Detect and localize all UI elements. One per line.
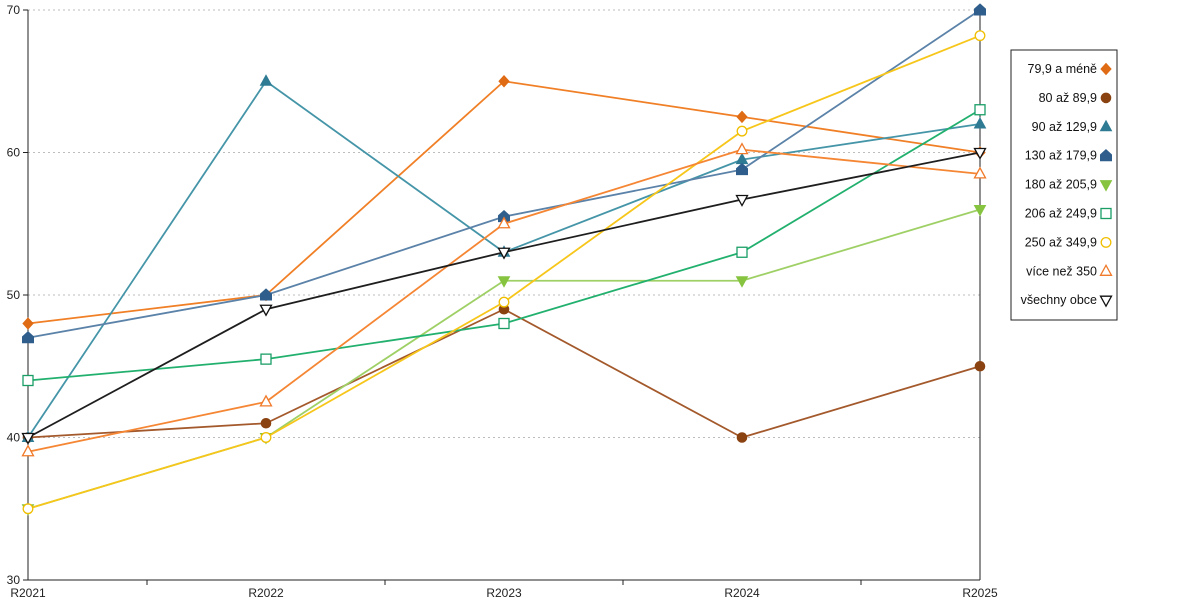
- x-tick-label: R2024: [724, 586, 760, 600]
- data-point: [21, 432, 35, 445]
- series-6: [22, 104, 986, 387]
- legend-entry: 130 až 179,9: [1025, 149, 1112, 163]
- series-line-4: [27, 9, 981, 339]
- legend-marker: [1100, 62, 1112, 76]
- data-point: [498, 75, 510, 88]
- y-tick-label: 50: [7, 288, 21, 302]
- legend-label: 130 až 179,9: [1025, 149, 1097, 163]
- data-point: [259, 304, 273, 317]
- data-point: [21, 444, 35, 457]
- legend-entry: více než 350: [1026, 263, 1113, 278]
- data-point: [974, 360, 986, 372]
- legend-marker: [1100, 92, 1112, 104]
- x-tick-label: R2021: [10, 586, 46, 600]
- data-point: [259, 74, 273, 86]
- data-point: [974, 3, 986, 16]
- legend-label: 206 až 249,9: [1025, 207, 1097, 221]
- legend-marker: [1100, 149, 1112, 162]
- legend-entry: 180 až 205,9: [1025, 178, 1113, 192]
- legend-marker: [1100, 207, 1112, 220]
- data-point: [973, 147, 987, 160]
- data-point: [735, 194, 749, 207]
- x-tick-label: R2023: [486, 586, 522, 600]
- series-4: [22, 3, 986, 344]
- legend-entry: 250 až 349,9: [1025, 235, 1112, 249]
- legend-entry: 80 až 89,9: [1039, 91, 1112, 105]
- data-point: [736, 162, 748, 176]
- series-line-6: [27, 108, 981, 382]
- legend-label: 90 až 129,9: [1032, 120, 1097, 134]
- series-8: [21, 142, 987, 457]
- legend-entry: 90 až 129,9: [1032, 119, 1113, 134]
- x-tick-label: R2022: [248, 586, 284, 600]
- y-tick-label: 40: [7, 431, 21, 445]
- series-group: [21, 3, 987, 516]
- data-point: [497, 247, 511, 260]
- data-point: [498, 296, 510, 308]
- axes: 30 40 50 60 70 R2021 R2022 R2023 R2024 R2025: [7, 3, 998, 600]
- legend-label: 79,9 a méně: [1028, 62, 1098, 76]
- legend-label: 80 až 89,9: [1039, 91, 1097, 105]
- y-tick-label: 60: [7, 146, 21, 160]
- data-point: [259, 394, 273, 407]
- series-9: [21, 147, 987, 445]
- series-1: [22, 75, 986, 330]
- legend-marker: [1099, 263, 1113, 276]
- legend-label: 250 až 349,9: [1025, 235, 1097, 249]
- data-point: [497, 276, 511, 288]
- y-tick-label: 30: [7, 573, 21, 587]
- legend-marker: [1099, 180, 1113, 192]
- legend-label: všechny obce: [1021, 293, 1097, 307]
- legend-entry: 79,9 a méně: [1028, 62, 1112, 76]
- legend-entry: všechny obce: [1021, 293, 1113, 308]
- legend-label: více než 350: [1026, 264, 1097, 278]
- data-point: [973, 205, 987, 217]
- data-point: [736, 432, 748, 443]
- data-point: [736, 246, 748, 258]
- legend-marker: [1099, 295, 1113, 308]
- legend-label: 180 až 205,9: [1025, 178, 1097, 192]
- series-7: [22, 30, 986, 515]
- data-point: [973, 166, 987, 179]
- data-point: [22, 503, 34, 515]
- data-point: [497, 216, 511, 229]
- data-point: [22, 374, 34, 387]
- data-point: [260, 417, 272, 429]
- legend-box: [1010, 49, 1118, 321]
- legend-marker: [1100, 236, 1112, 248]
- data-point: [973, 116, 987, 129]
- legend: 79,9 a méně 80 až 89,9 90 až 129,9 130 až 1…: [1010, 49, 1118, 321]
- data-point: [736, 125, 748, 137]
- data-point: [735, 142, 749, 155]
- data-point: [260, 432, 272, 443]
- x-tick-label: R2025: [962, 586, 998, 600]
- data-point: [22, 317, 34, 330]
- gridlines: [28, 9, 980, 438]
- data-point: [735, 276, 749, 288]
- legend-marker: [1099, 119, 1113, 132]
- data-point: [260, 353, 272, 365]
- data-point: [974, 104, 986, 116]
- legend-entry: 206 až 249,9: [1025, 207, 1112, 221]
- data-point: [498, 317, 510, 330]
- data-point: [974, 30, 986, 42]
- data-point: [22, 331, 34, 344]
- data-point: [260, 288, 272, 301]
- data-point: [736, 110, 748, 124]
- y-tick-label: 70: [7, 3, 21, 17]
